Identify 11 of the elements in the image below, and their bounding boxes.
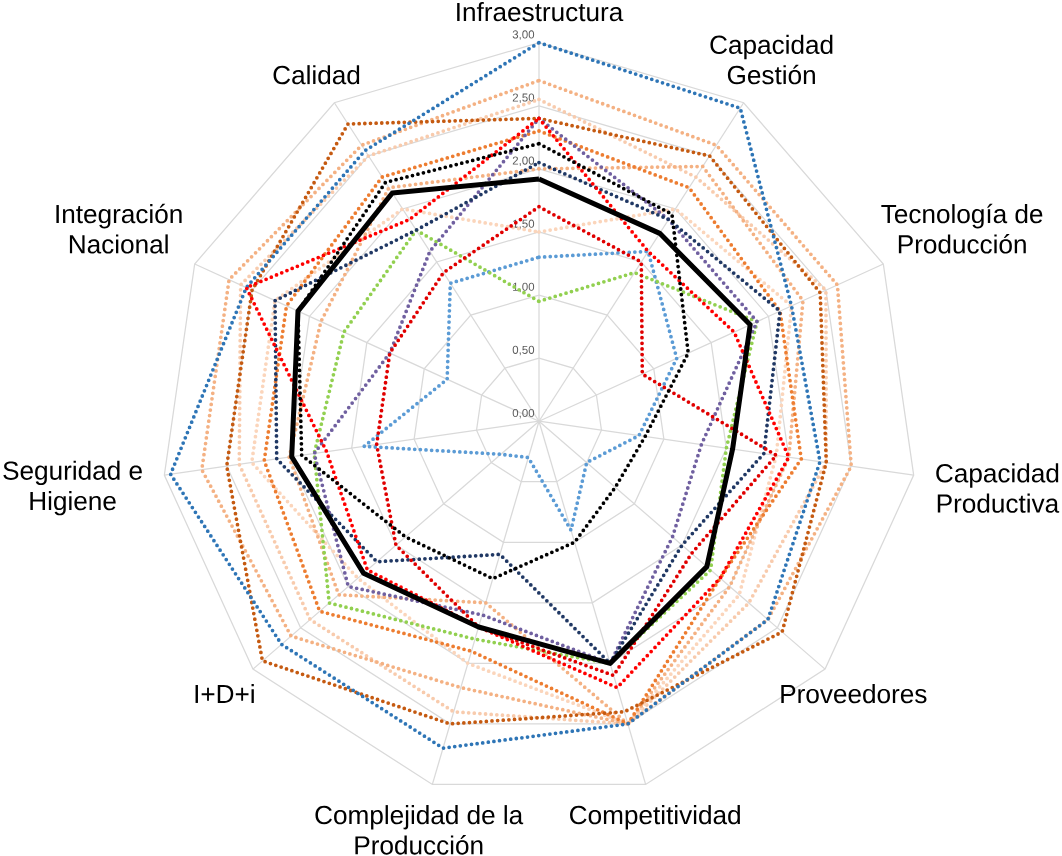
spoke-label: Competitividad (570, 804, 740, 830)
spoke-label: Integración Nacional (56, 203, 182, 254)
spoke-label: I+D+i (195, 683, 254, 703)
spoke-label: Tecnología de Producción (881, 203, 1043, 254)
spoke-label: Capacidad Productiva (936, 462, 1060, 513)
spoke-label: Seguridad e Higiene (3, 460, 142, 516)
spoke-label: Calidad (273, 64, 360, 85)
spoke-label: Infraestructura (457, 1, 624, 21)
spoke-label: Complejidad de la Producción (315, 804, 524, 855)
spoke-label: Proveedores (781, 683, 927, 703)
spoke-label: Capacidad Gestión (710, 34, 833, 85)
